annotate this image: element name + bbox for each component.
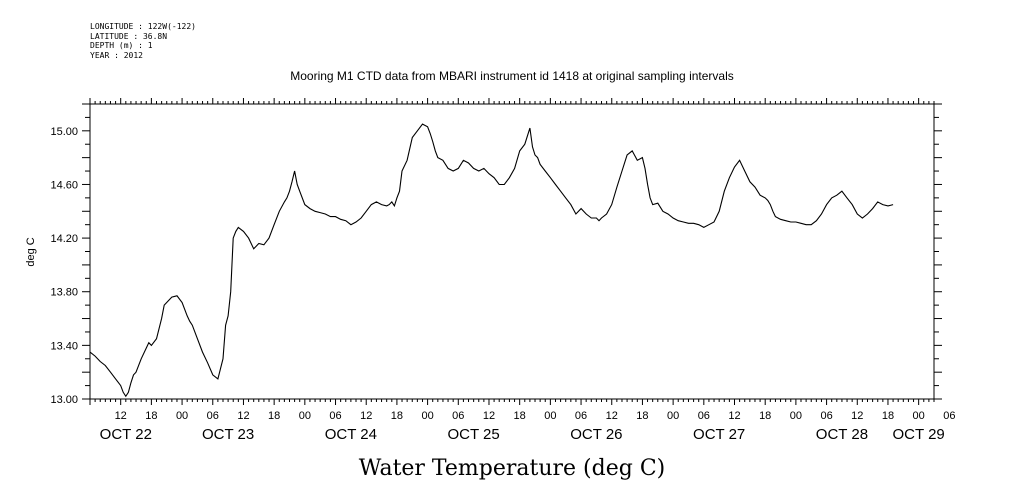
x-tick-label: 18 xyxy=(268,410,280,422)
day-label: OCT 24 xyxy=(325,426,377,443)
x-tick-label: 12 xyxy=(360,410,372,422)
chart-title: Mooring M1 CTD data from MBARI instrumen… xyxy=(290,69,734,83)
x-tick-label: 00 xyxy=(790,410,802,422)
day-labels: OCT 22 OCT 23 OCT 24 OCT 25 OCT 26 OCT 27 OCT … xyxy=(100,426,945,443)
x-tick-label: 06 xyxy=(207,410,219,422)
x-tick-label: 06 xyxy=(943,410,955,422)
x-tick-label: 06 xyxy=(820,410,832,422)
y-tick-label: 13.80 xyxy=(50,287,78,299)
x-tick-label: 18 xyxy=(391,410,403,422)
x-tick-label: 00 xyxy=(299,410,311,422)
station-metadata: LONGITUDE : 122W(-122) LATITUDE : 36.8N … xyxy=(90,22,196,60)
x-tick-labels: 12 18 00 06 12 18 00 06 12 18 00 06 12 18 00 06 12 18 00 06… xyxy=(115,410,956,422)
x-tick-label: 12 xyxy=(606,410,618,422)
plot-frame xyxy=(89,103,935,400)
x-tick-label: 18 xyxy=(882,410,894,422)
x-tick-label: 00 xyxy=(667,410,679,422)
x-tick-label: 06 xyxy=(329,410,341,422)
x-tick-label: 00 xyxy=(421,410,433,422)
day-label: OCT 22 xyxy=(100,426,152,443)
x-tick-label: 00 xyxy=(913,410,925,422)
x-tick-label: 12 xyxy=(115,410,127,422)
x-tick-label: 06 xyxy=(575,410,587,422)
day-label: OCT 29 xyxy=(893,426,945,443)
x-axis-caption: Water Temperature (deg C) xyxy=(359,456,666,481)
x-tick-label: 06 xyxy=(452,410,464,422)
x-tick-label: 00 xyxy=(544,410,556,422)
y-tick-label: 15.00 xyxy=(50,126,78,138)
y-tick-labels: 13.00 13.40 13.80 14.20 14.60 15.00 xyxy=(50,126,78,406)
y-tick-label: 14.60 xyxy=(50,179,78,191)
x-tick-label: 12 xyxy=(851,410,863,422)
depth-label: DEPTH (m) : 1 xyxy=(90,41,153,50)
day-label: OCT 25 xyxy=(448,426,500,443)
y-tick-label: 13.00 xyxy=(50,394,78,406)
x-tick-label: 12 xyxy=(237,410,249,422)
x-tick-label: 06 xyxy=(698,410,710,422)
x-tick-label: 18 xyxy=(514,410,526,422)
y-tick-label: 14.20 xyxy=(50,233,78,245)
x-tick-label: 18 xyxy=(759,410,771,422)
day-label: OCT 26 xyxy=(570,426,622,443)
y-axis-label: deg C xyxy=(25,237,37,266)
x-tick-label: 12 xyxy=(728,410,740,422)
latitude-label: LATITUDE : 36.8N xyxy=(90,31,168,41)
day-label: OCT 23 xyxy=(202,426,254,443)
year-label: YEAR : 2012 xyxy=(90,50,143,60)
x-tick-label: 18 xyxy=(145,410,157,422)
day-label: OCT 27 xyxy=(693,426,745,443)
day-label: OCT 28 xyxy=(816,426,868,443)
tick-marks xyxy=(82,98,942,405)
x-tick-label: 18 xyxy=(636,410,648,422)
longitude-label: LONGITUDE : 122W(-122) xyxy=(90,22,196,31)
x-tick-label: 00 xyxy=(176,410,188,422)
y-tick-label: 13.40 xyxy=(50,340,78,352)
water-temperature-line xyxy=(89,123,894,398)
x-tick-label: 12 xyxy=(483,410,495,422)
